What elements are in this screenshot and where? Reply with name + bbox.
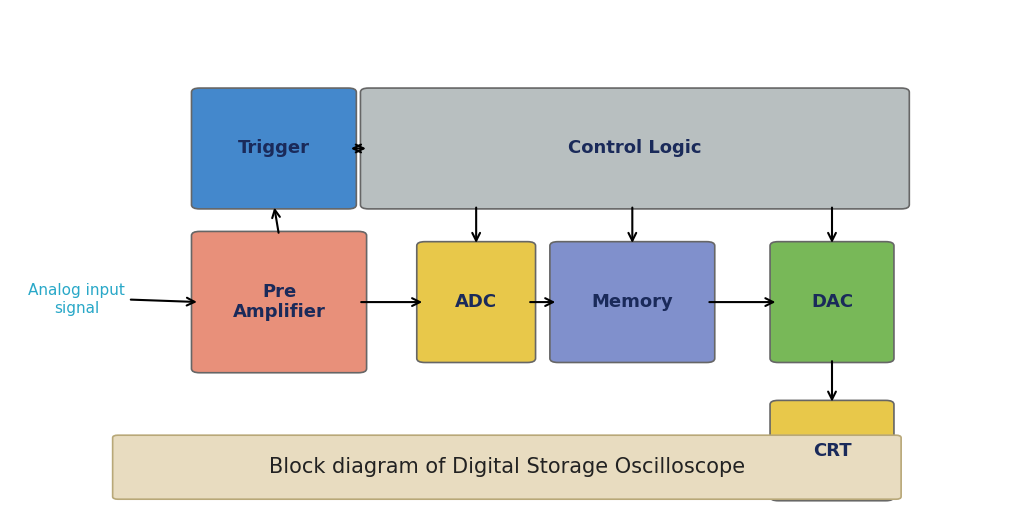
Text: Analog input
signal: Analog input signal	[29, 283, 125, 316]
Text: ADC: ADC	[455, 293, 498, 311]
Text: Trigger: Trigger	[238, 139, 310, 158]
Text: Block diagram of Digital Storage Oscilloscope: Block diagram of Digital Storage Oscillo…	[269, 457, 744, 477]
FancyBboxPatch shape	[770, 400, 894, 501]
FancyBboxPatch shape	[770, 242, 894, 362]
Text: CRT: CRT	[813, 441, 851, 460]
Text: Control Logic: Control Logic	[568, 139, 701, 158]
FancyBboxPatch shape	[550, 242, 715, 362]
FancyBboxPatch shape	[360, 88, 909, 209]
FancyBboxPatch shape	[417, 242, 536, 362]
Text: Memory: Memory	[592, 293, 673, 311]
FancyBboxPatch shape	[191, 231, 367, 373]
Text: DAC: DAC	[811, 293, 853, 311]
FancyBboxPatch shape	[191, 88, 356, 209]
FancyBboxPatch shape	[113, 435, 901, 499]
Text: Pre
Amplifier: Pre Amplifier	[232, 283, 326, 322]
